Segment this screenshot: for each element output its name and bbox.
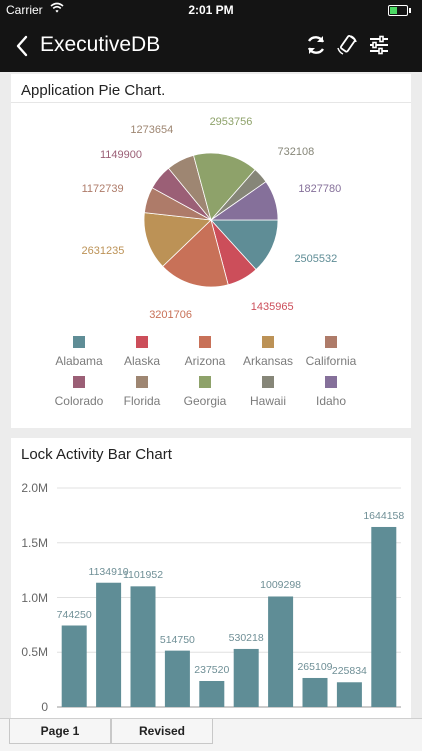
y-tick-label: 1.0M	[21, 590, 48, 605]
legend-label: Florida	[123, 394, 161, 408]
pie-value-label: 732108	[277, 146, 315, 159]
pie-value-label: 1273654	[130, 124, 174, 137]
pie-slice-arizona[interactable]	[162, 219, 229, 288]
bar[interactable]	[164, 650, 190, 707]
legend-label: Hawaii	[249, 394, 286, 408]
bar[interactable]	[302, 677, 328, 707]
carrier-label: Carrier	[6, 3, 43, 17]
bar[interactable]	[371, 526, 397, 707]
legend-swatch	[262, 376, 274, 388]
status-time: 2:01 PM	[188, 3, 234, 17]
bar[interactable]	[233, 648, 259, 707]
legend-swatch	[325, 376, 337, 388]
pie-slice-georgia[interactable]	[193, 152, 256, 221]
legend-swatch	[325, 336, 337, 348]
pie-value-label: 2505532	[294, 253, 338, 266]
bar[interactable]	[199, 680, 225, 707]
bar-chart-title: Lock Activity Bar Chart	[21, 446, 172, 463]
nav-bar: ExecutiveDB	[0, 20, 422, 72]
bottom-tab-bar: Page 1 Revised	[0, 718, 422, 751]
legend-swatch	[262, 336, 274, 348]
sliders-icon[interactable]	[367, 33, 391, 57]
legend-label: Arkansas	[242, 354, 294, 368]
legend-label: Alaska	[123, 354, 161, 368]
bar-value-label: 237520	[194, 663, 230, 676]
page-title: ExecutiveDB	[40, 33, 161, 56]
wifi-icon	[50, 2, 64, 17]
pie-slice-arkansas[interactable]	[143, 212, 212, 267]
legend-item-alabama: Alabama	[42, 336, 116, 368]
legend-item-arizona: Arizona	[168, 336, 242, 368]
legend-swatch	[73, 336, 85, 348]
bar[interactable]	[268, 596, 294, 707]
legend-item-georgia: Georgia	[168, 376, 242, 408]
bar-value-label: 1009298	[260, 579, 302, 592]
bar[interactable]	[61, 625, 87, 707]
legend-label: California	[305, 354, 357, 368]
bar-value-label: 1644158	[363, 509, 405, 522]
tab-page-1[interactable]: Page 1	[9, 719, 111, 744]
pie-chart-title: Application Pie Chart.	[21, 82, 166, 99]
bar-value-label: 744250	[56, 608, 92, 621]
pie-value-label: 2631235	[81, 245, 125, 258]
legend-label: Georgia	[183, 394, 227, 408]
y-tick-label: 0.5M	[21, 645, 48, 660]
pie-slice-idaho[interactable]	[209, 181, 279, 221]
y-tick-label: 2.0M	[21, 481, 48, 495]
y-tick-label: 0	[41, 700, 48, 714]
status-bar: Carrier 2:01 PM	[0, 0, 422, 20]
pie-value-label: 1435965	[250, 300, 294, 313]
legend-swatch	[199, 336, 211, 348]
bar-value-label: 514750	[159, 633, 195, 646]
legend-swatch	[73, 376, 85, 388]
pie-chart-card: Application Pie Chart. 2505532 1435965 320…	[11, 74, 411, 428]
battery-icon	[388, 5, 411, 16]
legend-label: Colorado	[54, 394, 104, 408]
bar-chart-card: Lock Activity Bar Chart 0 0.5M 1.0M 1.5M 2.0…	[11, 438, 411, 718]
legend-item-arkansas: Arkansas	[231, 336, 305, 368]
bar-value-label: 1101952	[122, 569, 164, 582]
rotate-phone-icon[interactable]	[335, 33, 359, 57]
bar-value-label: 265109	[297, 660, 333, 673]
legend-label: Idaho	[315, 394, 347, 408]
bar-value-label: 530218	[228, 631, 264, 644]
bar[interactable]	[96, 582, 122, 707]
bar[interactable]	[130, 586, 156, 707]
tab-revised[interactable]: Revised	[111, 719, 213, 744]
legend-item-hawaii: Hawaii	[231, 376, 305, 408]
card-divider	[11, 102, 411, 103]
legend-item-alaska: Alaska	[105, 336, 179, 368]
legend-label: Alabama	[55, 354, 103, 368]
bar[interactable]	[336, 682, 362, 707]
y-tick-label: 1.5M	[21, 535, 48, 550]
pie-slice-alabama[interactable]	[210, 219, 279, 271]
legend-swatch	[199, 376, 211, 388]
legend-item-idaho: Idaho	[294, 376, 368, 408]
legend-label: Arizona	[184, 354, 226, 368]
bar-value-label: 225834	[331, 665, 367, 678]
pie-value-label: 3201706	[149, 309, 193, 322]
legend-swatch	[136, 336, 148, 348]
legend-item-florida: Florida	[105, 376, 179, 408]
pie-value-label: 2953756	[209, 115, 253, 128]
pie-value-label: 1172739	[81, 182, 124, 195]
bar-value-label: 1134910	[88, 565, 129, 578]
pie-value-label: 1827780	[298, 183, 342, 196]
legend-item-california: California	[294, 336, 368, 368]
back-chevron-icon[interactable]	[14, 34, 30, 58]
refresh-icon[interactable]	[304, 33, 328, 57]
legend-swatch	[136, 376, 148, 388]
legend-item-colorado: Colorado	[42, 376, 116, 408]
pie-chart	[143, 152, 279, 288]
pie-value-label: 1149900	[100, 149, 143, 162]
bar-chart	[57, 487, 401, 708]
